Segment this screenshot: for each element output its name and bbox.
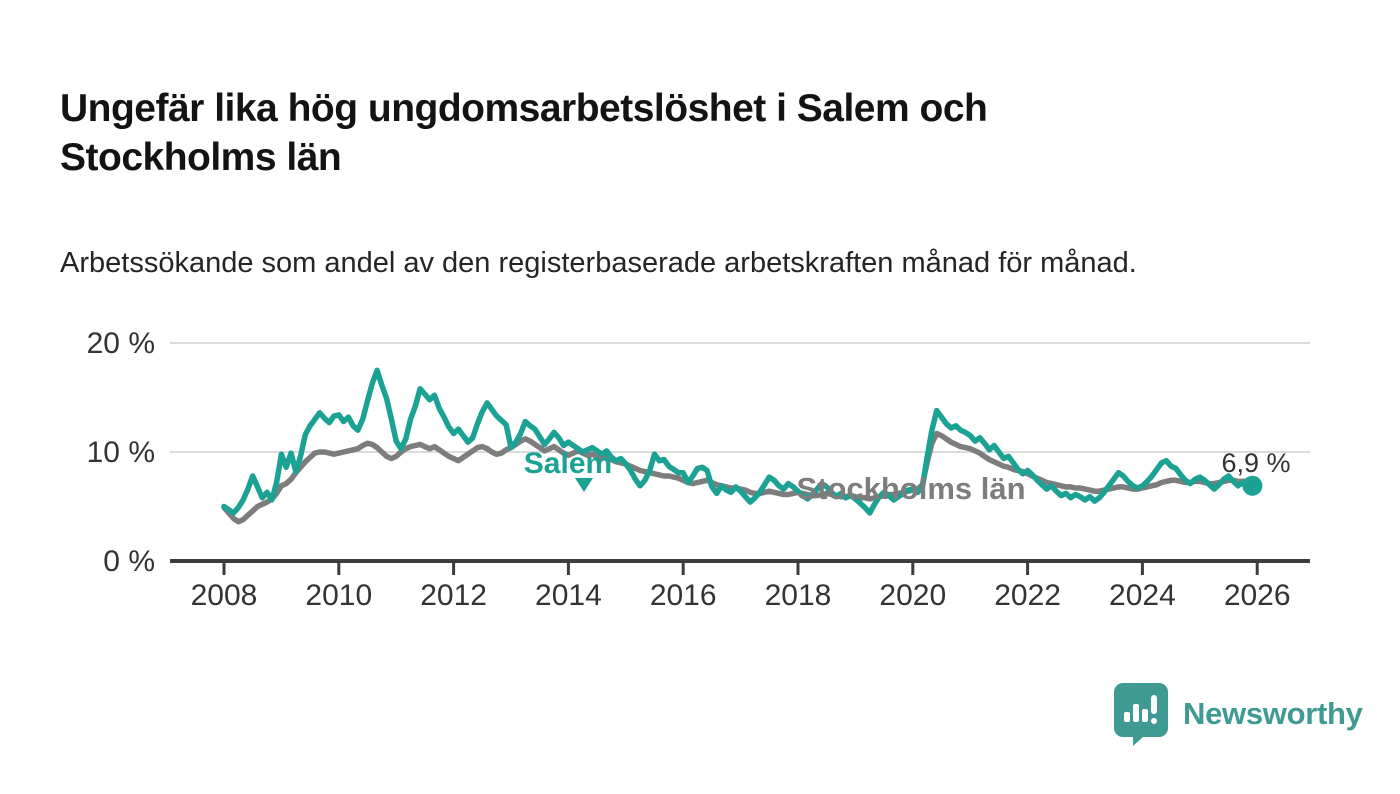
- newsworthy-bubble-icon: [1114, 683, 1168, 746]
- x-tick-label-2010: 2010: [305, 579, 372, 612]
- series-end-dot: [1242, 475, 1263, 496]
- x-tick-label-2024: 2024: [1109, 579, 1176, 612]
- y-tick-label-10: 10 %: [87, 436, 155, 469]
- chart-subtitle: Arbetssökande som andel av den registerb…: [60, 247, 1137, 279]
- chart-axis: [170, 559, 1310, 575]
- x-tick-label-2016: 2016: [650, 579, 717, 612]
- latest-value-annotation: 6,9 %: [1221, 448, 1290, 478]
- x-tick-label-2014: 2014: [535, 579, 602, 612]
- x-tick-label-2020: 2020: [879, 579, 946, 612]
- y-tick-label-20: 20 %: [87, 327, 155, 360]
- chart-series-lines: [221, 367, 1256, 525]
- salem-pointer-arrow-icon: [575, 478, 593, 492]
- page-title: Ungefär lika hög ungdomsarbetslöshet i S…: [60, 87, 988, 180]
- newsworthy-wordmark: Newsworthy: [1183, 696, 1363, 731]
- x-tick-label-2008: 2008: [191, 579, 258, 612]
- series-label-stockholms-lan: Stockholms län: [796, 471, 1025, 506]
- series-label-salem: Salem: [524, 447, 612, 480]
- x-tick-label-2018: 2018: [765, 579, 832, 612]
- line-stockholms-l-n: [221, 430, 1256, 525]
- newsworthy-logo: Newsworthy: [1113, 682, 1363, 746]
- chart-gridlines: [170, 342, 1310, 453]
- x-tick-label-2022: 2022: [994, 579, 1061, 612]
- chart-tick-labels: 0 % 10 % 20 % 2008 2010 2012 2014 2016 2018 2020 2…: [87, 327, 1291, 612]
- x-tick-label-2012: 2012: [420, 579, 487, 612]
- bar-chart-glyph: [1124, 695, 1157, 724]
- line-salem: [221, 367, 1256, 516]
- y-tick-label-0: 0 %: [103, 545, 155, 578]
- x-tick-label-2026: 2026: [1224, 579, 1291, 612]
